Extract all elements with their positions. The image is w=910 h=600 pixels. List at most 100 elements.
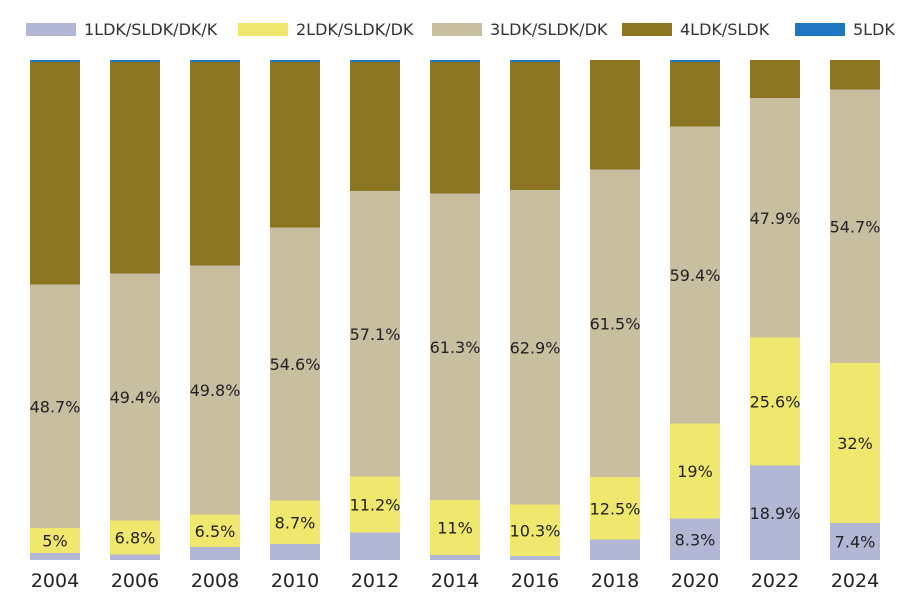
data-label-2022-3ldk-sldk-dk: 47.9% <box>750 209 801 228</box>
legend-label-5ldk: 5LDK <box>853 20 895 39</box>
bar-segment-2020-4ldk-sldk <box>670 62 720 127</box>
data-label-2010-3ldk-sldk-dk: 54.6% <box>270 355 321 374</box>
bar-segment-2008-2ldk-sldk-dk <box>190 514 240 547</box>
legend-label-1ldk-sldk-dk-k: 1LDK/SLDK/DK/K <box>84 20 218 39</box>
bar-segment-2014-1ldk-sldk-dk-k <box>430 555 480 560</box>
x-tick-label-2020: 2020 <box>671 570 719 592</box>
bar-segment-2016-4ldk-sldk <box>510 62 560 190</box>
bar-segment-2010-1ldk-sldk-dk-k <box>270 544 320 560</box>
bar-segment-2018-1ldk-sldk-dk-k <box>590 539 640 560</box>
bar-segment-2014-4ldk-sldk <box>430 62 480 194</box>
bar-segment-2022-1ldk-sldk-dk-k <box>750 465 800 560</box>
bars-group <box>30 60 880 560</box>
bar-segment-2018-2ldk-sldk-dk <box>590 477 640 540</box>
bar-segment-2008-1ldk-sldk-dk-k <box>190 547 240 560</box>
bar-segment-2020-1ldk-sldk-dk-k <box>670 518 720 560</box>
bar-segment-2008-3ldk-sldk-dk <box>190 265 240 515</box>
bar-segment-2004-3ldk-sldk-dk <box>30 284 80 528</box>
segment-labels-group: 5% 48.7% 6.8% 49.4% 6.5% 49.8% 8.7% 54.6% 11.2% 5… <box>30 209 881 552</box>
x-tick-label-2022: 2022 <box>751 570 799 592</box>
legend-swatch-4ldk-sldk <box>622 23 672 36</box>
data-label-2018-3ldk-sldk-dk: 61.5% <box>590 314 641 333</box>
bar-segment-2010-2ldk-sldk-dk <box>270 500 320 544</box>
bar-segment-2004-4ldk-sldk <box>30 62 80 285</box>
x-tick-label-2004: 2004 <box>31 570 79 592</box>
bar-segment-2012-2ldk-sldk-dk <box>350 476 400 533</box>
bar-segment-2016-3ldk-sldk-dk <box>510 190 560 505</box>
bar-segment-2006-5ldk <box>110 60 160 62</box>
x-tick-label-2008: 2008 <box>191 570 239 592</box>
bar-segment-2008-5ldk <box>190 60 240 62</box>
data-label-2004-3ldk-sldk-dk: 48.7% <box>30 397 81 416</box>
data-label-2024-1ldk-sldk-dk-k: 7.4% <box>835 533 876 552</box>
bar-segment-2012-1ldk-sldk-dk-k <box>350 532 400 560</box>
data-label-2014-3ldk-sldk-dk: 61.3% <box>430 338 481 357</box>
bar-segment-2016-5ldk <box>510 60 560 62</box>
bar-segment-2020-5ldk <box>670 60 720 62</box>
data-label-2016-3ldk-sldk-dk: 62.9% <box>510 338 561 357</box>
bar-segment-2024-1ldk-sldk-dk-k <box>830 523 880 560</box>
bar-segment-2004-1ldk-sldk-dk-k <box>30 553 80 560</box>
data-label-2004-2ldk-sldk-dk: 5% <box>42 532 67 551</box>
data-label-2022-2ldk-sldk-dk: 25.6% <box>750 393 801 412</box>
bar-segment-2016-1ldk-sldk-dk-k <box>510 556 560 560</box>
bar-segment-2020-2ldk-sldk-dk <box>670 423 720 519</box>
legend-swatch-5ldk <box>795 23 845 36</box>
bar-segment-2018-4ldk-sldk <box>590 60 640 170</box>
data-label-2020-1ldk-sldk-dk-k: 8.3% <box>675 530 716 549</box>
data-label-2010-2ldk-sldk-dk: 8.7% <box>275 513 316 532</box>
x-tick-label-2006: 2006 <box>111 570 159 592</box>
bar-segment-2004-2ldk-sldk-dk <box>30 528 80 553</box>
bar-segment-2012-5ldk <box>350 60 400 62</box>
bar-segment-2006-3ldk-sldk-dk <box>110 273 160 521</box>
bar-segment-2018-3ldk-sldk-dk <box>590 169 640 477</box>
bar-segment-2022-4ldk-sldk <box>750 60 800 98</box>
data-label-2014-2ldk-sldk-dk: 11% <box>437 519 473 538</box>
bar-segment-2006-2ldk-sldk-dk <box>110 520 160 555</box>
data-label-2008-3ldk-sldk-dk: 49.8% <box>190 381 241 400</box>
bar-segment-2010-5ldk <box>270 60 320 62</box>
legend-label-3ldk-sldk-dk: 3LDK/SLDK/DK <box>490 20 608 39</box>
bar-segment-2024-2ldk-sldk-dk <box>830 363 880 523</box>
x-tick-label-2012: 2012 <box>351 570 399 592</box>
x-tick-label-2016: 2016 <box>511 570 559 592</box>
x-tick-label-2018: 2018 <box>591 570 639 592</box>
data-label-2008-2ldk-sldk-dk: 6.5% <box>195 522 236 541</box>
x-tick-label-2010: 2010 <box>271 570 319 592</box>
data-label-2012-3ldk-sldk-dk: 57.1% <box>350 325 401 344</box>
bar-segment-2022-2ldk-sldk-dk <box>750 337 800 466</box>
data-label-2006-3ldk-sldk-dk: 49.4% <box>110 388 161 407</box>
bar-segment-2012-3ldk-sldk-dk <box>350 191 400 477</box>
data-label-2006-2ldk-sldk-dk: 6.8% <box>115 529 156 548</box>
data-label-2020-2ldk-sldk-dk: 19% <box>677 462 713 481</box>
bar-segment-2006-1ldk-sldk-dk-k <box>110 554 160 560</box>
bar-segment-2004-5ldk <box>30 60 80 62</box>
bar-segment-2016-2ldk-sldk-dk <box>510 504 560 556</box>
bar-segment-2020-3ldk-sldk-dk <box>670 126 720 424</box>
bar-segment-2010-3ldk-sldk-dk <box>270 227 320 501</box>
legend-label-2ldk-sldk-dk: 2LDK/SLDK/DK <box>296 20 414 39</box>
bar-segment-2008-4ldk-sldk <box>190 62 240 266</box>
bar-segment-2024-4ldk-sldk <box>830 60 880 90</box>
x-tick-label-2014: 2014 <box>431 570 479 592</box>
bar-segment-2010-4ldk-sldk <box>270 62 320 228</box>
legend-swatch-1ldk-sldk-dk-k <box>26 23 76 36</box>
legend-swatch-2ldk-sldk-dk <box>238 23 288 36</box>
data-label-2024-2ldk-sldk-dk: 32% <box>837 434 873 453</box>
data-label-2022-1ldk-sldk-dk-k: 18.9% <box>750 504 801 523</box>
bar-segment-2014-5ldk <box>430 60 480 62</box>
x-tick-label-2024: 2024 <box>831 570 879 592</box>
bar-segment-2014-2ldk-sldk-dk <box>430 500 480 555</box>
data-label-2018-2ldk-sldk-dk: 12.5% <box>590 499 641 518</box>
bar-segment-2022-3ldk-sldk-dk <box>750 98 800 338</box>
data-label-2016-2ldk-sldk-dk: 10.3% <box>510 521 561 540</box>
bar-segment-2014-3ldk-sldk-dk <box>430 193 480 500</box>
chart-legend: 1LDK/SLDK/DK/K 2LDK/SLDK/DK 3LDK/SLDK/DK 4L… <box>26 20 895 39</box>
x-axis-tick-labels: 2004 2006 2008 2010 2012 2014 2016 2018 2020 2022… <box>31 570 879 592</box>
legend-swatch-3ldk-sldk-dk <box>432 23 482 36</box>
bar-segment-2024-3ldk-sldk-dk <box>830 89 880 363</box>
data-label-2012-2ldk-sldk-dk: 11.2% <box>350 496 401 515</box>
bar-segment-2012-4ldk-sldk <box>350 62 400 191</box>
data-label-2020-3ldk-sldk-dk: 59.4% <box>670 266 721 285</box>
